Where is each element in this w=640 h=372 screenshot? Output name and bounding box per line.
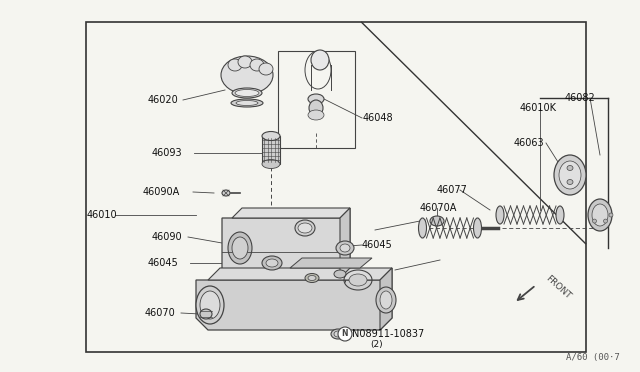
Ellipse shape	[609, 213, 613, 217]
Ellipse shape	[588, 199, 612, 231]
Ellipse shape	[228, 232, 252, 264]
Polygon shape	[208, 268, 392, 280]
Ellipse shape	[496, 206, 504, 224]
Text: N08911-10837: N08911-10837	[352, 329, 424, 339]
Ellipse shape	[376, 287, 396, 313]
Ellipse shape	[554, 155, 586, 195]
Ellipse shape	[336, 241, 354, 255]
Ellipse shape	[474, 218, 481, 238]
Ellipse shape	[308, 94, 324, 104]
Text: 46048: 46048	[363, 113, 394, 123]
Ellipse shape	[236, 100, 258, 106]
Ellipse shape	[380, 291, 392, 309]
Ellipse shape	[259, 63, 273, 75]
Bar	[262, 136, 280, 164]
Text: 46010K: 46010K	[520, 103, 557, 113]
Polygon shape	[222, 208, 350, 278]
Ellipse shape	[250, 59, 264, 71]
Ellipse shape	[196, 286, 224, 324]
Ellipse shape	[232, 88, 262, 98]
Ellipse shape	[604, 219, 607, 223]
Ellipse shape	[592, 204, 608, 226]
Text: 46010: 46010	[87, 210, 118, 220]
Ellipse shape	[266, 259, 278, 267]
Text: 46070: 46070	[145, 308, 176, 318]
Text: N: N	[342, 330, 348, 339]
Ellipse shape	[567, 180, 573, 185]
Ellipse shape	[238, 56, 252, 68]
Polygon shape	[232, 208, 350, 218]
Text: 46077: 46077	[437, 185, 468, 195]
Text: 46093: 46093	[152, 148, 182, 158]
Text: 46082: 46082	[565, 93, 596, 103]
Circle shape	[338, 327, 352, 341]
Text: A/60 (00·7: A/60 (00·7	[566, 353, 620, 362]
Ellipse shape	[308, 110, 324, 120]
Ellipse shape	[262, 131, 280, 141]
Text: 46070A: 46070A	[420, 203, 458, 213]
Text: 46090A: 46090A	[143, 187, 180, 197]
Ellipse shape	[340, 244, 350, 252]
Ellipse shape	[556, 206, 564, 224]
Bar	[278, 51, 355, 148]
Ellipse shape	[559, 161, 581, 189]
Polygon shape	[380, 268, 392, 330]
Ellipse shape	[311, 50, 329, 70]
Ellipse shape	[232, 237, 248, 259]
Bar	[86, 22, 586, 352]
Polygon shape	[290, 258, 372, 268]
Polygon shape	[196, 268, 392, 330]
Ellipse shape	[221, 56, 273, 94]
Ellipse shape	[309, 100, 323, 116]
Text: 46045: 46045	[362, 240, 393, 250]
Ellipse shape	[593, 219, 596, 223]
Ellipse shape	[331, 329, 345, 339]
Polygon shape	[340, 208, 350, 278]
Ellipse shape	[295, 220, 315, 236]
Ellipse shape	[419, 218, 426, 238]
Ellipse shape	[228, 59, 242, 71]
Ellipse shape	[334, 270, 346, 278]
Ellipse shape	[262, 160, 280, 169]
Text: 46020: 46020	[148, 95, 179, 105]
Ellipse shape	[349, 274, 367, 286]
Ellipse shape	[222, 190, 230, 196]
Ellipse shape	[298, 223, 312, 233]
Ellipse shape	[567, 166, 573, 170]
Ellipse shape	[231, 99, 263, 107]
Text: 46045: 46045	[148, 258, 179, 268]
Text: 46090: 46090	[152, 232, 182, 242]
Ellipse shape	[308, 276, 316, 280]
Text: (2): (2)	[370, 340, 383, 349]
Ellipse shape	[262, 256, 282, 270]
Text: FRONT: FRONT	[544, 273, 573, 301]
Ellipse shape	[200, 291, 220, 319]
Text: 46063: 46063	[514, 138, 545, 148]
Ellipse shape	[305, 273, 319, 282]
Ellipse shape	[334, 331, 342, 337]
Ellipse shape	[200, 309, 212, 319]
Ellipse shape	[430, 216, 444, 226]
Ellipse shape	[235, 90, 259, 96]
